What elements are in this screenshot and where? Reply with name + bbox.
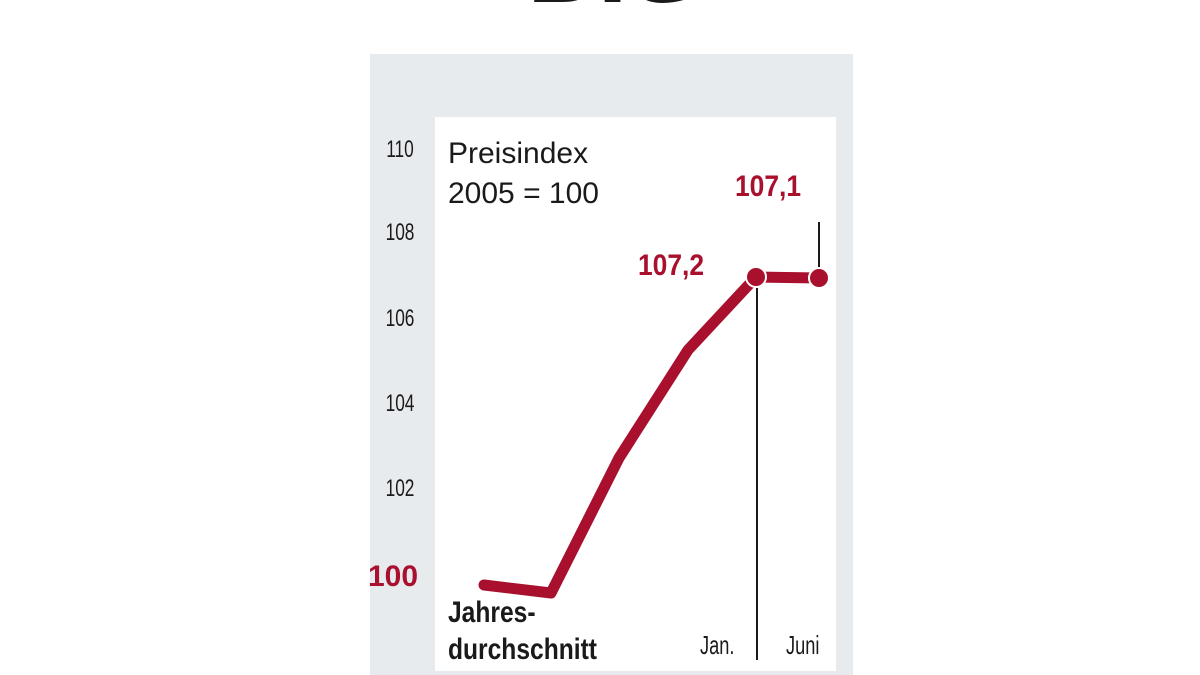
- y-tick-104: 104: [385, 390, 415, 417]
- jan-point: [745, 266, 767, 288]
- caption-line-1: Preisindex: [448, 137, 589, 170]
- x-label-jahresdurchschnitt: Jahres- durchschnitt: [448, 594, 597, 668]
- y-tick-100-base: 100: [368, 560, 419, 593]
- x-label-juni: Juni: [786, 630, 820, 660]
- caption-line-2: 2005 = 100: [448, 177, 599, 210]
- chart-title: Blei: [526, 0, 700, 13]
- plot-area: [435, 117, 836, 671]
- jan-value-label: 107,2: [638, 249, 705, 282]
- y-tick-108: 108: [385, 219, 415, 246]
- x-label-jan: Jan.: [700, 630, 735, 660]
- y-tick-102: 102: [385, 475, 415, 502]
- y-tick-110: 110: [386, 136, 414, 163]
- juni-point: [808, 267, 830, 289]
- x-label-jahres: Jahres-: [448, 596, 536, 629]
- juni-value-label: 107,1: [735, 170, 802, 203]
- chart-caption: Preisindex 2005 = 100: [448, 134, 599, 214]
- price-index-line: [478, 271, 825, 599]
- y-tick-106: 106: [385, 305, 415, 332]
- x-label-durchschnitt: durchschnitt: [448, 633, 597, 666]
- headline-clipped: Blei: [520, 0, 700, 13]
